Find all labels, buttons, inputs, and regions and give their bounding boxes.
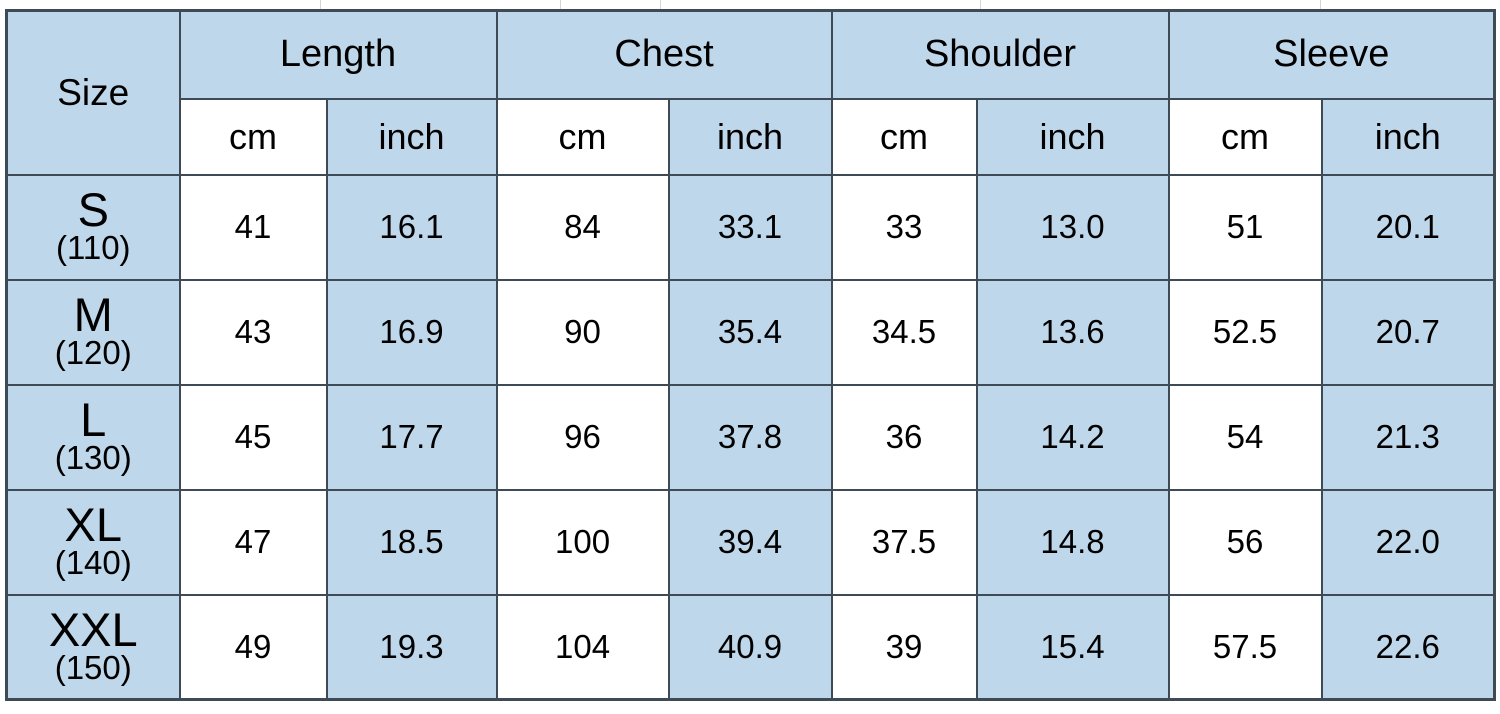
value-cell: 37.8: [667, 383, 833, 491]
group-header-sleeve: Sleeve: [1167, 9, 1496, 100]
unit-header-shoulder-cm: cm: [830, 97, 978, 176]
size-label: M: [73, 288, 113, 342]
value-cell: 56: [1167, 488, 1323, 596]
size-label: XXL: [48, 602, 138, 656]
value-cell: 13.0: [975, 173, 1170, 281]
value-cell: 33.1: [667, 173, 833, 281]
value-cell: 54: [1167, 383, 1323, 491]
size-code: (150): [54, 649, 132, 687]
table-row-s: S (110) 41 16.1 84 33.1 33 13.0 51 20.1: [5, 173, 1496, 281]
size-label: XL: [64, 498, 123, 552]
value-cell: 20.7: [1320, 278, 1496, 386]
value-cell: 39.4: [667, 488, 833, 596]
value-cell: 47: [178, 488, 328, 596]
row-header-s: S (110): [5, 173, 181, 281]
value-cell: 14.2: [975, 383, 1170, 491]
value-cell: 100: [495, 488, 670, 596]
value-cell: 49: [178, 593, 328, 701]
value-cell: 18.5: [325, 488, 498, 596]
size-code: (130): [54, 439, 132, 477]
table-row-xl: XL (140) 47 18.5 100 39.4 37.5 14.8 56 2…: [5, 488, 1496, 596]
value-cell: 39: [830, 593, 978, 701]
value-cell: 22.0: [1320, 488, 1496, 596]
size-code: (110): [55, 229, 131, 267]
value-cell: 40.9: [667, 593, 833, 701]
value-cell: 51: [1167, 173, 1323, 281]
unit-header-sleeve-cm: cm: [1167, 97, 1323, 176]
unit-header-shoulder-inch: inch: [975, 97, 1170, 176]
group-header-shoulder: Shoulder: [830, 9, 1170, 100]
size-label: L: [80, 393, 107, 447]
value-cell: 34.5: [830, 278, 978, 386]
value-cell: 35.4: [667, 278, 833, 386]
value-cell: 37.5: [830, 488, 978, 596]
value-cell: 16.1: [325, 173, 498, 281]
row-header-xl: XL (140): [5, 488, 181, 596]
value-cell: 52.5: [1167, 278, 1323, 386]
value-cell: 14.8: [975, 488, 1170, 596]
unit-header-chest-inch: inch: [667, 97, 833, 176]
value-cell: 84: [495, 173, 670, 281]
size-code: (120): [54, 334, 132, 372]
value-cell: 104: [495, 593, 670, 701]
group-header-chest: Chest: [495, 9, 833, 100]
value-cell: 17.7: [325, 383, 498, 491]
group-header-row: Size Length Chest Shoulder Sleeve: [5, 9, 1496, 176]
unit-header-sleeve-inch: inch: [1320, 97, 1496, 176]
row-header-xxl: XXL (150): [5, 593, 181, 701]
size-chart-table: Size Length Chest Shoulder Sleeve cm inc…: [5, 9, 1497, 701]
value-cell: 90: [495, 278, 670, 386]
row-header-l: L (130): [5, 383, 181, 491]
gridline-artifact: [660, 0, 661, 9]
group-header-length: Length: [178, 9, 498, 100]
value-cell: 41: [178, 173, 328, 281]
table-row-m: M (120) 43 16.9 90 35.4 34.5 13.6 52.5 2…: [5, 278, 1496, 386]
value-cell: 96: [495, 383, 670, 491]
value-cell: 16.9: [325, 278, 498, 386]
unit-header-row: cm inch cm inch cm inch cm inch: [7, 97, 1496, 176]
value-cell: 43: [178, 278, 328, 386]
gridline-artifact: [320, 0, 321, 9]
unit-header-chest-cm: cm: [495, 97, 670, 176]
value-cell: 36: [830, 383, 978, 491]
value-cell: 15.4: [975, 593, 1170, 701]
table-row-l: L (130) 45 17.7 96 37.8 36 14.2 54 21.3: [5, 383, 1496, 491]
row-header-m: M (120): [5, 278, 181, 386]
spreadsheet-gridline-artifacts: [0, 0, 1500, 9]
value-cell: 33: [830, 173, 978, 281]
value-cell: 57.5: [1167, 593, 1323, 701]
unit-header-length-inch: inch: [325, 97, 498, 176]
size-column-header: Size: [5, 9, 181, 176]
table-row-xxl: XXL (150) 49 19.3 104 40.9 39 15.4 57.5 …: [5, 593, 1496, 701]
value-cell: 20.1: [1320, 173, 1496, 281]
value-cell: 21.3: [1320, 383, 1496, 491]
value-cell: 13.6: [975, 278, 1170, 386]
gridline-artifact: [980, 0, 981, 9]
gridline-artifact: [560, 0, 561, 9]
gridline-artifact: [1320, 0, 1321, 9]
unit-header-length-cm: cm: [178, 97, 328, 176]
value-cell: 22.6: [1320, 593, 1496, 701]
value-cell: 45: [178, 383, 328, 491]
size-label: S: [77, 183, 109, 237]
size-code: (140): [54, 544, 132, 582]
value-cell: 19.3: [325, 593, 498, 701]
